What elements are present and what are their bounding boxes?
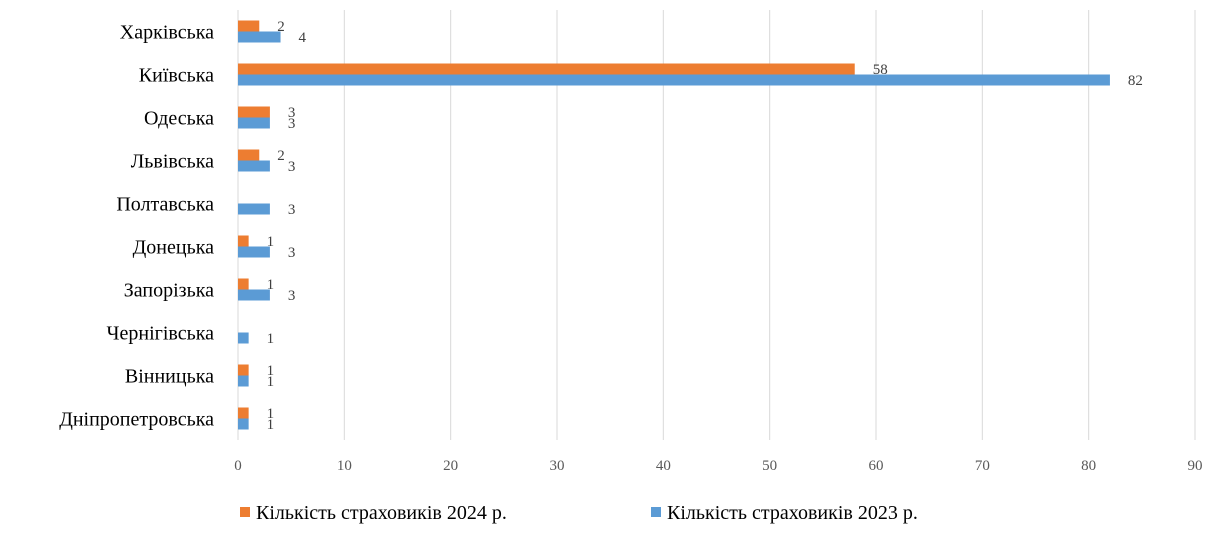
data-label: 3 (288, 159, 296, 175)
data-label: 2 (277, 19, 285, 35)
data-label: 2 (277, 148, 285, 164)
bar (238, 74, 1110, 86)
category-label: Полтавська (116, 194, 214, 216)
x-tick-label: 0 (234, 458, 242, 474)
data-label: 1 (267, 331, 275, 347)
x-tick-label: 20 (443, 458, 458, 474)
data-label: 1 (267, 406, 275, 422)
bar (238, 246, 270, 258)
category-label: Харківська (120, 22, 214, 44)
x-tick-label: 40 (656, 458, 671, 474)
x-tick-label: 30 (550, 458, 565, 474)
bar (238, 149, 260, 161)
bar (238, 375, 249, 387)
category-label: Чернігівська (106, 323, 214, 345)
x-tick-label: 60 (869, 458, 884, 474)
legend-label: Кількість страховиків 2024 р. (256, 502, 507, 524)
category-label: Донецька (133, 237, 214, 259)
bar (238, 106, 270, 118)
bar (238, 63, 855, 75)
legend-swatch (240, 507, 250, 517)
data-label: 4 (299, 30, 307, 46)
bar (238, 160, 270, 172)
category-label: Запорізька (124, 280, 214, 302)
data-label: 1 (267, 234, 275, 250)
tick-labels: 0 10 20 30 40 50 60 70 80 90 (234, 458, 1202, 474)
bar (238, 31, 281, 43)
category-label: Одеська (144, 108, 214, 130)
bar (238, 364, 249, 376)
data-label: 1 (267, 277, 275, 293)
x-tick-label: 50 (762, 458, 777, 474)
bar (238, 235, 249, 247)
data-label: 82 (1128, 73, 1143, 89)
bar (238, 20, 260, 32)
x-tick-label: 80 (1081, 458, 1096, 474)
data-label: 3 (288, 288, 296, 304)
legend: Кількість страховиків 2024 р. Кількість с… (240, 502, 918, 524)
data-label: 1 (267, 417, 275, 433)
x-tick-label: 90 (1188, 458, 1203, 474)
legend-swatch (651, 507, 661, 517)
x-tick-label: 10 (337, 458, 352, 474)
data-label: 58 (873, 62, 888, 78)
bar (238, 418, 249, 430)
category-label: Вінницька (125, 366, 214, 388)
bar (238, 203, 270, 215)
bar (238, 278, 249, 290)
data-label: 3 (288, 202, 296, 218)
data-label: 3 (288, 105, 296, 121)
bar (238, 407, 249, 419)
legend-label: Кількість страховиків 2023 р. (667, 502, 918, 524)
bar (238, 289, 270, 301)
bar (238, 332, 249, 344)
data-label: 3 (288, 245, 296, 261)
category-label: Дніпропетровська (59, 409, 214, 431)
category-label: Київська (139, 65, 214, 87)
data-label: 1 (267, 374, 275, 390)
bar (238, 117, 270, 129)
data-label: 1 (267, 363, 275, 379)
x-tick-label: 70 (975, 458, 990, 474)
data-label: 3 (288, 116, 296, 132)
category-labels: Харківська Київська Одеська Львівська Полтав… (59, 22, 214, 431)
bars (238, 20, 1110, 430)
category-label: Львівська (131, 151, 214, 173)
